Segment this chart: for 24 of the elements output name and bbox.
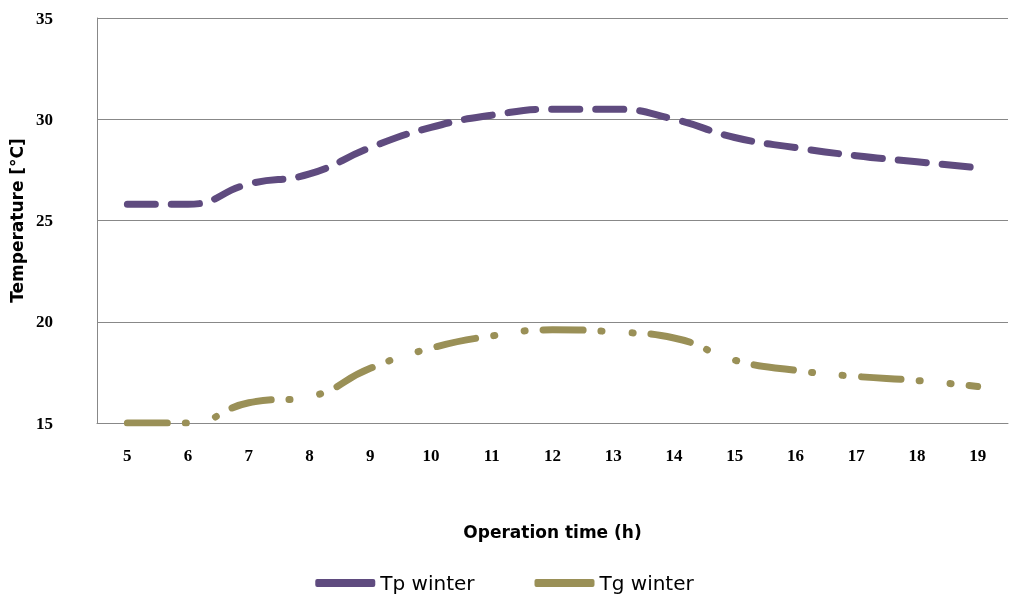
x-tick-label: 12 [544,446,561,465]
y-tick-label: 15 [36,413,53,433]
x-axis-title: Operation time (h) [463,521,642,542]
x-tick-label: 8 [305,446,314,465]
x-tick-label: 15 [726,446,744,465]
x-tick-label: 19 [969,446,987,465]
x-tick-label: 11 [483,446,500,465]
x-tick-label: 16 [786,446,804,465]
y-tick-label: 20 [36,312,53,332]
x-tick-label: 9 [366,446,375,465]
x-tick-label: 13 [604,446,622,465]
x-tick-label: 6 [183,446,193,465]
y-axis-title: Temperature [°C] [6,138,27,303]
legend-label: Tp winter [379,571,476,595]
x-tick-label: 5 [123,446,132,465]
x-tick-label: 10 [422,446,440,465]
x-tick-label: 7 [244,446,254,465]
y-tick-label: 30 [36,109,53,129]
x-tick-label: 17 [847,446,866,465]
y-tick-label: 25 [36,211,53,230]
x-tick-label: 14 [665,446,683,465]
y-tick-label: 35 [36,8,53,28]
legend-label: Tg winter [598,571,695,595]
x-tick-label: 18 [908,446,926,465]
